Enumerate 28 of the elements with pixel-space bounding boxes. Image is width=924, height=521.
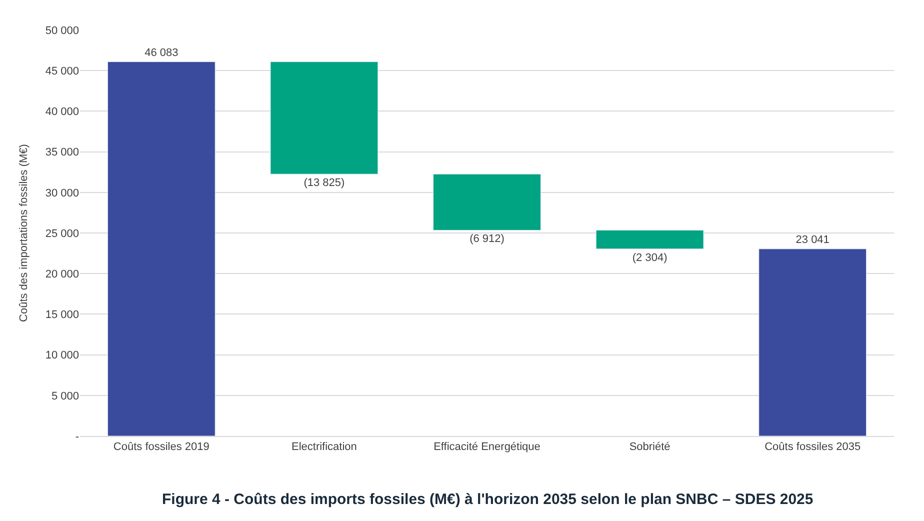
data-label: (6 912)	[470, 233, 504, 246]
y-tick-label: 50 000	[45, 24, 79, 37]
x-tick-label: Electrification	[291, 441, 357, 454]
y-tick-label: 30 000	[45, 187, 79, 200]
y-axis-title: Coûts des importations fossiles (M€)	[18, 144, 30, 322]
bar	[596, 230, 704, 250]
x-tick-label: Coûts fossiles 2019	[113, 441, 210, 454]
x-tick-label: Coûts fossiles 2035	[764, 441, 861, 454]
data-label: 46 083	[144, 46, 178, 59]
bar	[107, 62, 216, 436]
data-label: (13 825)	[304, 177, 345, 190]
bar	[270, 62, 378, 174]
bar	[433, 174, 541, 230]
y-tick-label: 45 000	[45, 65, 79, 78]
y-tick-label: -	[75, 430, 80, 443]
data-label: (2 304)	[632, 252, 668, 264]
caption: Figure 4 - Coûts des imports fossiles (M€) à l'horizon 2035 selon le plan SNBC – SDES 2025	[162, 491, 814, 508]
y-tick-label: 15 000	[45, 309, 79, 322]
y-tick-label: 20 000	[45, 268, 79, 280]
data-label: 23 041	[796, 234, 830, 246]
y-tick-label: 25 000	[45, 228, 79, 240]
y-tick-label: 40 000	[45, 106, 79, 118]
x-tick-label: Efficacité Energétique	[434, 441, 540, 454]
x-tick-label: Sobriété	[629, 441, 670, 454]
bar	[758, 248, 867, 436]
y-tick-label: 5 000	[51, 390, 79, 402]
y-tick-label: 35 000	[45, 146, 79, 159]
y-tick-label: 10 000	[45, 350, 79, 362]
